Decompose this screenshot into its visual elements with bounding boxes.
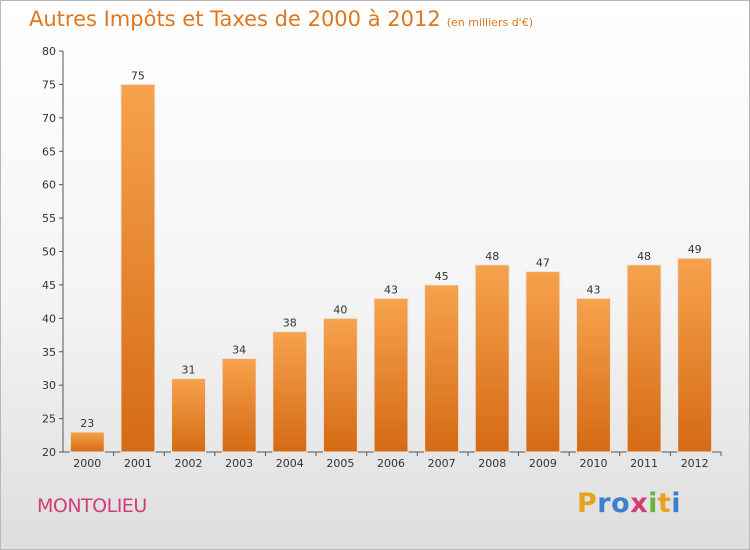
- x-tick-label-2002: 2002: [175, 457, 203, 470]
- logo-letter: x: [630, 488, 649, 519]
- y-tick-label: 75: [42, 78, 56, 91]
- y-tick-label: 35: [42, 346, 56, 359]
- y-tick-label: 25: [42, 413, 56, 426]
- bar-2000: [69, 431, 105, 453]
- bar-2005: [322, 317, 358, 453]
- x-tick-label-2005: 2005: [326, 457, 354, 470]
- x-tick-label-2008: 2008: [478, 457, 506, 470]
- x-tick-label-2009: 2009: [529, 457, 557, 470]
- logo-letter: P: [577, 488, 598, 519]
- data-label-2007: 45: [435, 270, 449, 283]
- data-label-2002: 31: [182, 363, 196, 376]
- bar-2012: [677, 257, 713, 453]
- data-label-2001: 75: [131, 69, 145, 82]
- y-tick-label: 65: [42, 145, 56, 158]
- logo-letter: o: [611, 488, 631, 519]
- bar-2008: [474, 264, 510, 453]
- y-tick-label: 30: [42, 379, 56, 392]
- y-tick-label: 70: [42, 112, 56, 125]
- data-label-2004: 38: [283, 317, 297, 330]
- place-name: MONTOLIEU: [37, 495, 147, 517]
- x-tick-label-2006: 2006: [377, 457, 405, 470]
- logo-letter: i: [671, 488, 682, 519]
- logo-letter: r: [597, 488, 612, 519]
- data-label-2008: 48: [485, 250, 499, 263]
- bar-2010: [575, 297, 611, 453]
- data-label-2000: 23: [80, 417, 94, 430]
- chart-title-text: Autres Impôts et Taxes de 2000 à 2012: [29, 7, 441, 31]
- chart-bars: [69, 83, 713, 453]
- data-label-2011: 48: [637, 250, 651, 263]
- data-label-2010: 43: [586, 283, 600, 296]
- y-tick-label: 60: [42, 179, 56, 192]
- bar-2003: [221, 357, 257, 453]
- chart-labels: 23 2000 75 2001 31 2002 34 2003 38 2004 40 2005 43 20…: [73, 69, 708, 470]
- chart-title: Autres Impôts et Taxes de 2000 à 2012 (en…: [29, 7, 533, 31]
- bar-2011: [626, 264, 662, 453]
- logo-letter: t: [657, 488, 672, 519]
- bar-2004: [272, 331, 308, 453]
- bar-2007: [424, 284, 460, 453]
- y-tick-label: 20: [42, 446, 56, 459]
- y-tick-label: 55: [42, 212, 56, 225]
- x-tick-label-2004: 2004: [276, 457, 304, 470]
- proxiti-logo: Proxiti: [577, 488, 681, 519]
- y-tick-label: 80: [42, 45, 56, 58]
- x-tick-label-2000: 2000: [73, 457, 101, 470]
- x-tick-label-2010: 2010: [579, 457, 607, 470]
- bar-2001: [120, 83, 156, 453]
- y-tick-label: 45: [42, 279, 56, 292]
- x-tick-label-2003: 2003: [225, 457, 253, 470]
- chart-axes: 20 25 30 35 40 45 50 55 60 65 70 75 80: [42, 45, 722, 459]
- bar-2009: [525, 271, 561, 453]
- x-tick-label-2007: 2007: [428, 457, 456, 470]
- x-tick-label-2011: 2011: [630, 457, 658, 470]
- bar-2006: [373, 297, 409, 453]
- y-tick-label: 40: [42, 312, 56, 325]
- data-label-2005: 40: [333, 303, 347, 316]
- data-label-2003: 34: [232, 343, 246, 356]
- chart-subtitle: (en milliers d'€): [446, 16, 533, 29]
- x-tick-label-2012: 2012: [681, 457, 709, 470]
- data-label-2012: 49: [688, 243, 702, 256]
- logo-letter: i: [648, 488, 658, 519]
- data-label-2009: 47: [536, 257, 550, 270]
- x-tick-label-2001: 2001: [124, 457, 152, 470]
- bar-2002: [171, 377, 207, 453]
- data-label-2006: 43: [384, 283, 398, 296]
- y-tick-label: 50: [42, 246, 56, 259]
